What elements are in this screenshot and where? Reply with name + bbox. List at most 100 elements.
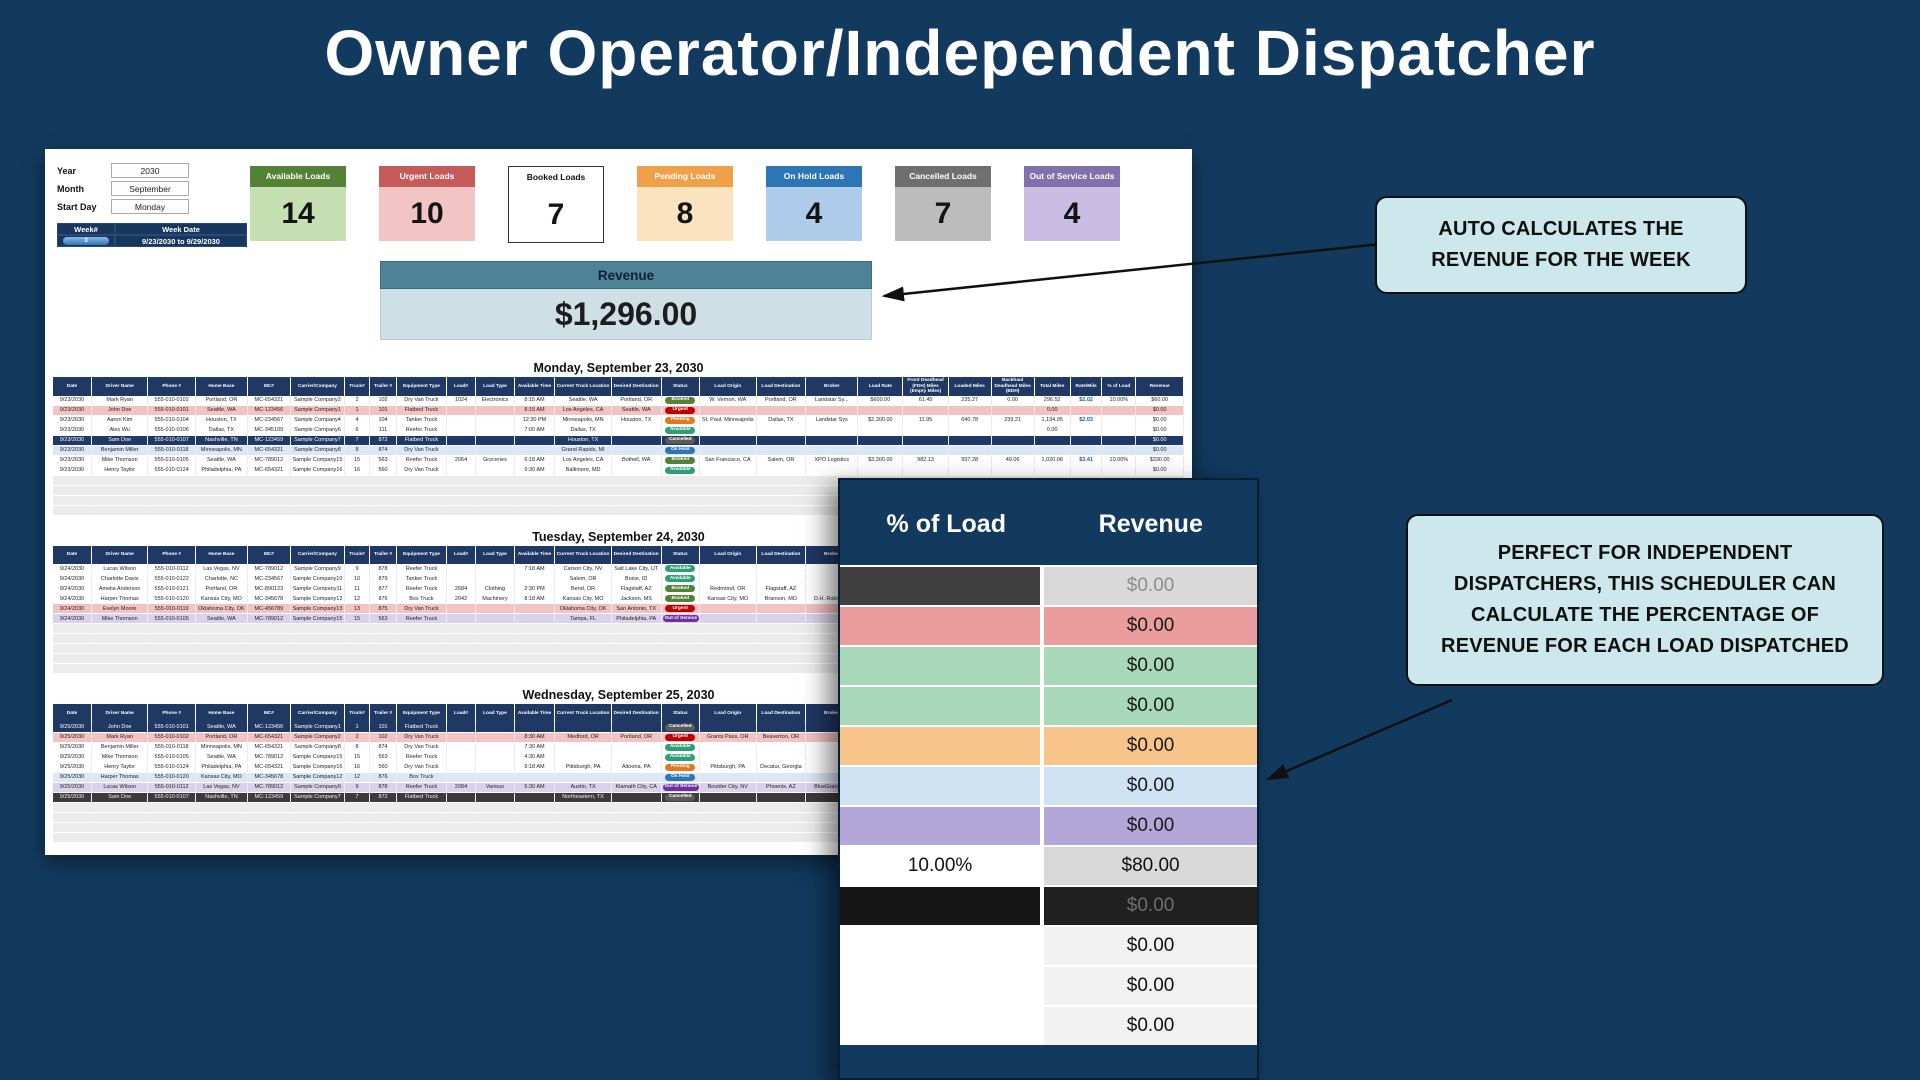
cell[interactable]: Salt Lake City, UT xyxy=(611,564,662,575)
cell[interactable] xyxy=(514,722,556,733)
cell[interactable] xyxy=(699,405,757,416)
cell[interactable] xyxy=(554,505,612,516)
cell[interactable] xyxy=(396,832,447,843)
cell[interactable] xyxy=(91,802,149,813)
cell[interactable]: Mike Thomson xyxy=(91,613,149,625)
cell[interactable]: 9/23/2030 xyxy=(53,405,92,416)
cell[interactable] xyxy=(991,405,1035,416)
cell[interactable]: 6:18 AM xyxy=(514,455,556,466)
cell[interactable]: MC-654321 xyxy=(247,395,291,406)
cell[interactable] xyxy=(699,742,757,753)
cell[interactable]: Grants Pass, OR xyxy=(699,732,757,743)
cell[interactable] xyxy=(446,832,477,843)
cell[interactable]: Portland, OR xyxy=(195,583,248,595)
cell[interactable]: 9/24/2030 xyxy=(53,583,92,595)
cell[interactable]: Available xyxy=(661,465,701,476)
cell[interactable]: 8:15 AM xyxy=(514,395,556,406)
cell[interactable]: Houston, TX xyxy=(554,435,612,446)
cell[interactable] xyxy=(699,792,757,803)
cell[interactable] xyxy=(661,485,701,496)
cell[interactable]: 555-010-0119 xyxy=(147,603,196,615)
cell[interactable]: Benjamin Miller xyxy=(91,742,149,753)
cell[interactable]: 555-010-0105 xyxy=(147,613,196,625)
setting-value-cell[interactable]: Monday xyxy=(111,199,189,214)
cell[interactable]: Box Truck xyxy=(396,593,447,605)
cell[interactable]: Tanker Truck xyxy=(396,573,447,585)
cell[interactable] xyxy=(290,802,346,813)
cell[interactable] xyxy=(147,495,196,506)
cell[interactable]: 1024 xyxy=(446,395,477,406)
cell[interactable]: 9/24/2030 xyxy=(53,564,92,575)
cell[interactable] xyxy=(446,405,477,416)
cell[interactable]: Philadelphia, PA xyxy=(611,613,662,625)
cell[interactable] xyxy=(699,495,757,506)
cell[interactable]: Sample Company8 xyxy=(290,742,346,753)
cell[interactable]: Landstar Sy... xyxy=(805,395,859,406)
cell[interactable] xyxy=(91,643,149,655)
cell[interactable]: Boulder City, NV xyxy=(699,782,757,793)
cell[interactable]: Sample Company12 xyxy=(290,772,346,783)
cell[interactable]: Mark Ryan xyxy=(91,732,149,743)
cell[interactable]: 875 xyxy=(369,603,398,615)
cell[interactable] xyxy=(446,435,477,446)
cell[interactable]: 872 xyxy=(369,792,398,803)
cell[interactable]: Out of Service xyxy=(661,782,701,793)
cell[interactable] xyxy=(756,812,807,823)
cell[interactable] xyxy=(195,663,248,675)
cell[interactable]: 4 xyxy=(344,415,370,426)
cell[interactable] xyxy=(661,623,701,635)
cell[interactable] xyxy=(396,663,447,675)
cell[interactable] xyxy=(857,405,904,416)
cell[interactable]: 7:18 AM xyxy=(514,564,556,575)
cell[interactable] xyxy=(446,425,477,436)
cell[interactable]: 15 xyxy=(344,752,370,763)
cell[interactable] xyxy=(195,633,248,645)
cell[interactable]: On Hold xyxy=(661,772,701,783)
cell[interactable]: MC-789012 xyxy=(247,564,291,575)
cell[interactable]: MC-345678 xyxy=(247,593,291,605)
cell[interactable] xyxy=(446,573,477,585)
cell[interactable] xyxy=(514,772,556,783)
cell[interactable]: 9 xyxy=(344,564,370,575)
cell[interactable] xyxy=(91,485,149,496)
cell[interactable] xyxy=(857,435,904,446)
cell[interactable] xyxy=(147,663,196,675)
cell[interactable] xyxy=(369,812,398,823)
cell[interactable]: Los Angeles, CA xyxy=(554,405,612,416)
cell[interactable] xyxy=(611,445,662,456)
cell[interactable]: 9/24/2030 xyxy=(53,613,92,625)
cell[interactable] xyxy=(756,485,807,496)
cell[interactable] xyxy=(514,445,556,456)
cell[interactable] xyxy=(475,415,515,426)
cell[interactable] xyxy=(475,653,515,665)
cell[interactable]: 874 xyxy=(369,445,398,456)
cell[interactable] xyxy=(756,623,807,635)
cell[interactable] xyxy=(991,445,1035,456)
cell[interactable]: Dallas, TX xyxy=(756,415,807,426)
cell[interactable]: Sample Company10 xyxy=(290,573,346,585)
cell[interactable]: Dry Van Truck xyxy=(396,762,447,773)
cell[interactable] xyxy=(475,822,515,833)
cell[interactable] xyxy=(195,653,248,665)
cell[interactable] xyxy=(53,653,92,665)
cell[interactable] xyxy=(554,772,612,783)
cell[interactable] xyxy=(611,505,662,516)
cell[interactable]: $330.00 xyxy=(1135,455,1184,466)
cell[interactable]: Cancelled xyxy=(661,722,701,733)
cell[interactable] xyxy=(661,475,701,486)
cell[interactable] xyxy=(611,742,662,753)
cell[interactable]: 2 xyxy=(344,732,370,743)
cell[interactable]: Reefer Truck xyxy=(396,564,447,575)
cell[interactable]: $0.00 xyxy=(1135,425,1184,436)
cell[interactable] xyxy=(147,802,196,813)
cell[interactable]: Out of Service xyxy=(661,613,701,625)
cell[interactable]: Various xyxy=(475,782,515,793)
cell[interactable] xyxy=(91,812,149,823)
cell[interactable] xyxy=(53,643,92,655)
cell[interactable] xyxy=(91,505,149,516)
cell[interactable]: Kansas City, MO xyxy=(699,593,757,605)
cell[interactable] xyxy=(611,802,662,813)
cell[interactable] xyxy=(699,623,757,635)
cell[interactable]: 555-010-0124 xyxy=(147,465,196,476)
cell[interactable]: 7:30 AM xyxy=(514,742,556,753)
